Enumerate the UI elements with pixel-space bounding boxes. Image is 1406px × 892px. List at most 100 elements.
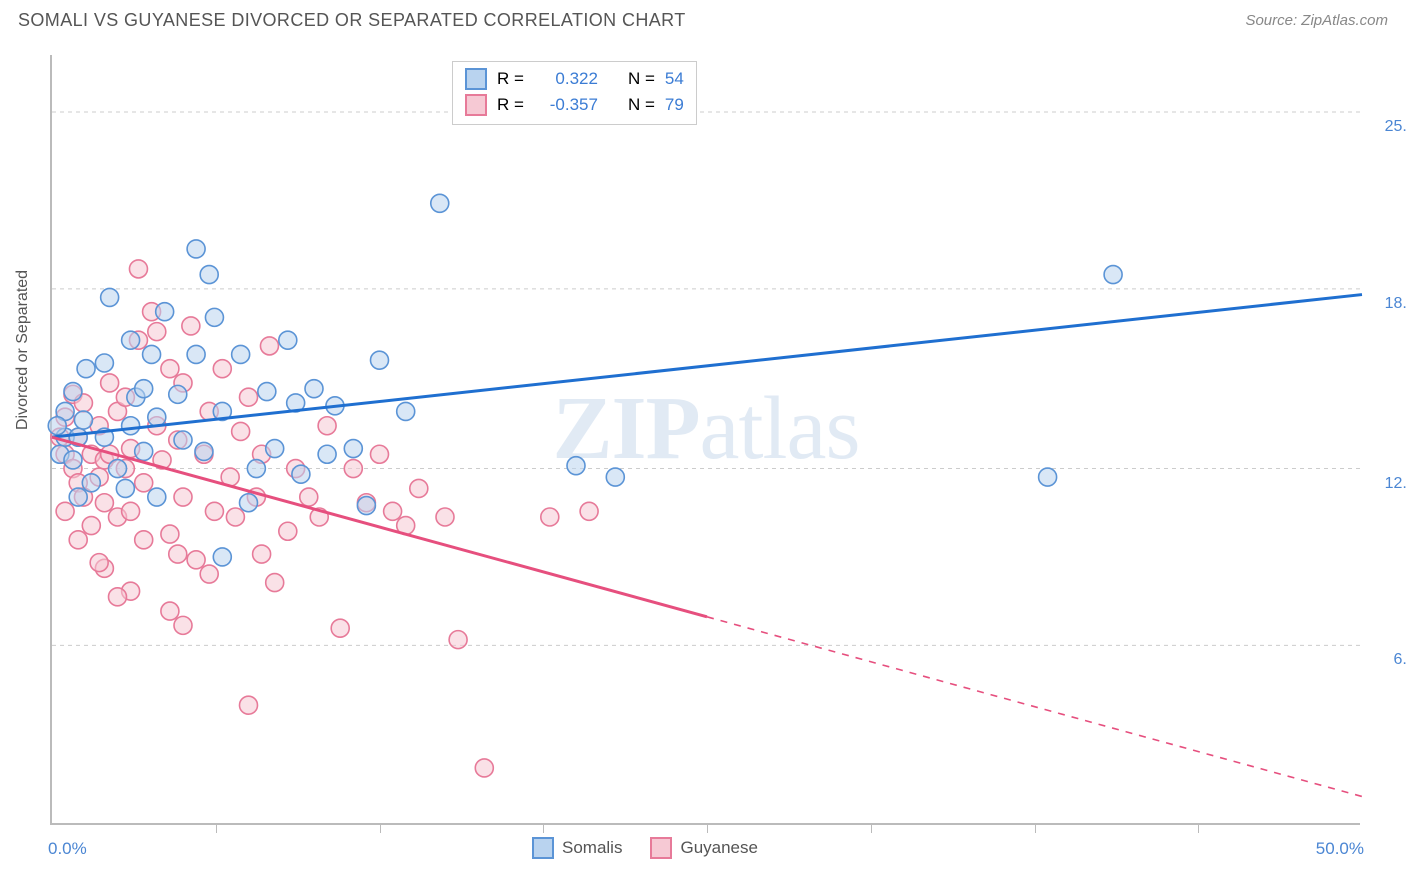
data-point xyxy=(101,374,119,392)
data-point xyxy=(187,551,205,569)
data-point xyxy=(410,479,428,497)
data-point xyxy=(318,417,336,435)
data-point xyxy=(205,502,223,520)
data-point xyxy=(266,440,284,458)
data-point xyxy=(174,488,192,506)
data-point xyxy=(122,417,140,435)
data-point xyxy=(344,460,362,478)
data-point xyxy=(135,442,153,460)
data-point xyxy=(161,525,179,543)
trend-line xyxy=(52,437,707,617)
data-point xyxy=(109,588,127,606)
data-point xyxy=(74,411,92,429)
data-point xyxy=(82,517,100,535)
data-point xyxy=(397,402,415,420)
x-tick xyxy=(380,823,381,833)
data-point xyxy=(135,380,153,398)
trend-line xyxy=(707,617,1362,797)
data-point xyxy=(95,354,113,372)
data-point xyxy=(371,445,389,463)
data-point xyxy=(135,474,153,492)
data-point xyxy=(200,565,218,583)
data-point xyxy=(187,345,205,363)
data-point xyxy=(69,531,87,549)
x-tick xyxy=(216,823,217,833)
data-point xyxy=(247,460,265,478)
data-point xyxy=(48,417,66,435)
data-point xyxy=(279,522,297,540)
legend-item-1: Somalis xyxy=(532,837,622,859)
x-min-label: 0.0% xyxy=(48,839,87,859)
data-point xyxy=(1039,468,1057,486)
data-point xyxy=(344,440,362,458)
data-point xyxy=(258,383,276,401)
chart-svg xyxy=(52,55,1360,823)
r-value-2: -0.357 xyxy=(534,95,598,115)
correlation-row-1: R = 0.322 N = 54 xyxy=(465,66,684,92)
data-point xyxy=(64,451,82,469)
data-point xyxy=(253,545,271,563)
data-point xyxy=(606,468,624,486)
data-point xyxy=(56,502,74,520)
data-point xyxy=(436,508,454,526)
x-tick xyxy=(1198,823,1199,833)
legend-item-2: Guyanese xyxy=(650,837,758,859)
data-point xyxy=(205,308,223,326)
data-point xyxy=(232,345,250,363)
data-point xyxy=(384,502,402,520)
legend-swatch-blue xyxy=(532,837,554,859)
data-point xyxy=(279,331,297,349)
chart-title: SOMALI VS GUYANESE DIVORCED OR SEPARATED… xyxy=(18,10,686,31)
data-point xyxy=(240,494,258,512)
y-tick-label: 25.0% xyxy=(1370,118,1406,136)
data-point xyxy=(240,388,258,406)
correlation-legend: R = 0.322 N = 54 R = -0.357 N = 79 xyxy=(452,61,697,125)
data-point xyxy=(318,445,336,463)
y-tick-label: 6.3% xyxy=(1370,651,1406,669)
data-point xyxy=(266,574,284,592)
plot-area: ZIPatlas 6.3%12.5%18.8%25.0% 0.0% 50.0% … xyxy=(50,55,1360,825)
data-point xyxy=(580,502,598,520)
data-point xyxy=(292,465,310,483)
data-point xyxy=(195,442,213,460)
y-tick-label: 18.8% xyxy=(1370,295,1406,313)
data-point xyxy=(148,408,166,426)
legend-swatch-pink xyxy=(650,837,672,859)
data-point xyxy=(331,619,349,637)
data-point xyxy=(226,508,244,526)
n-value-2: 79 xyxy=(665,95,684,115)
data-point xyxy=(161,360,179,378)
n-label-1: N = xyxy=(628,69,655,89)
swatch-blue xyxy=(465,68,487,90)
data-point xyxy=(109,460,127,478)
y-tick-label: 12.5% xyxy=(1370,475,1406,493)
data-point xyxy=(143,345,161,363)
x-tick xyxy=(1035,823,1036,833)
data-point xyxy=(200,266,218,284)
r-label-2: R = xyxy=(497,95,524,115)
data-point xyxy=(449,631,467,649)
data-point xyxy=(161,602,179,620)
data-point xyxy=(187,240,205,258)
correlation-row-2: R = -0.357 N = 79 xyxy=(465,92,684,118)
legend-label-1: Somalis xyxy=(562,838,622,858)
data-point xyxy=(475,759,493,777)
x-tick xyxy=(543,823,544,833)
data-point xyxy=(541,508,559,526)
data-point xyxy=(156,303,174,321)
series-legend: Somalis Guyanese xyxy=(532,837,758,859)
x-tick xyxy=(871,823,872,833)
data-point xyxy=(82,474,100,492)
data-point xyxy=(1104,266,1122,284)
data-point xyxy=(174,616,192,634)
data-point xyxy=(169,385,187,403)
data-point xyxy=(371,351,389,369)
data-point xyxy=(567,457,585,475)
data-point xyxy=(64,383,82,401)
data-point xyxy=(148,323,166,341)
data-point xyxy=(300,488,318,506)
x-tick xyxy=(707,823,708,833)
data-point xyxy=(122,331,140,349)
data-point xyxy=(116,479,134,497)
data-point xyxy=(77,360,95,378)
